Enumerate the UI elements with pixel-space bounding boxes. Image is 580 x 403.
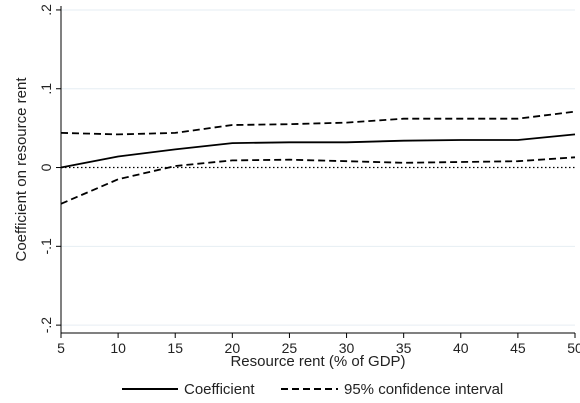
x-axis-ticks: 5 10 15 20 25 30 35 40 45 50 — [57, 333, 580, 356]
y-tick-label-1: -.1 — [38, 238, 54, 255]
y-tick-label-0: -.2 — [38, 317, 54, 334]
x-tick-label-1: 10 — [110, 340, 126, 356]
series-ci-lower-line — [60, 156, 576, 205]
series-ci-upper-line — [60, 110, 576, 136]
gridlines — [61, 9, 575, 326]
x-tick-label-4: 25 — [282, 340, 298, 356]
x-tick-label-0: 5 — [57, 340, 65, 356]
y-tick-label-2: 0 — [38, 163, 54, 171]
legend-label-confidence-interval: 95% confidence interval — [344, 381, 503, 398]
legend-label-coefficient: Coefficient — [184, 381, 255, 398]
x-tick-label-6: 35 — [396, 340, 412, 356]
series-coefficient-line — [60, 133, 576, 169]
x-tick-label-8: 45 — [510, 340, 526, 356]
x-tick-label-3: 20 — [225, 340, 241, 356]
legend: Coefficient 95% confidence interval — [122, 381, 503, 398]
x-tick-label-5: 30 — [339, 340, 355, 356]
y-tick-label-4: .2 — [38, 4, 54, 16]
x-tick-label-9: 50 — [567, 340, 580, 356]
y-axis-label: Coefficient on resource rent — [13, 77, 30, 262]
x-axis-label: Resource rent (% of GDP) — [230, 353, 405, 370]
y-axis-ticks: -.2 -.1 0 .1 .2 — [38, 4, 61, 333]
series-lines — [60, 110, 576, 205]
y-tick-label-3: .1 — [38, 83, 54, 95]
x-tick-label-7: 40 — [453, 340, 469, 356]
x-tick-label-2: 15 — [167, 340, 183, 356]
